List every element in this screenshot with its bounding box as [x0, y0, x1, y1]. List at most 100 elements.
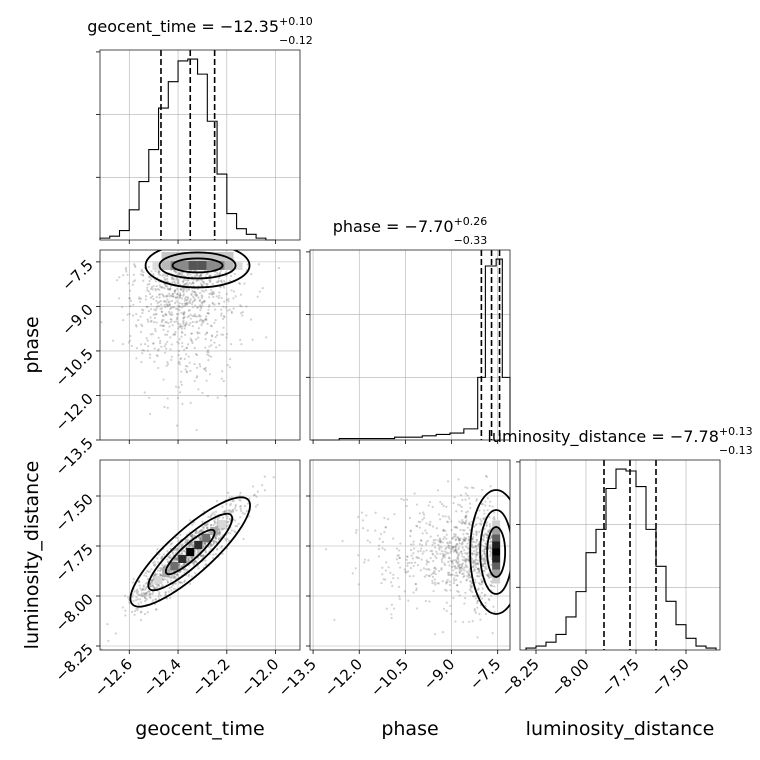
scatter-point — [191, 562, 195, 565]
scatter-point — [453, 545, 456, 549]
scatter-point — [448, 564, 451, 567]
scatter-point — [158, 300, 161, 304]
scatter-point — [436, 552, 439, 555]
scatter-point — [434, 538, 437, 541]
scatter-point — [182, 319, 185, 322]
scatter-point — [170, 278, 173, 281]
scatter-point — [157, 270, 160, 273]
scatter-point — [263, 475, 266, 478]
scatter-point — [162, 566, 165, 569]
scatter-point — [197, 327, 200, 330]
scatter-point — [466, 510, 469, 513]
scatter-point — [489, 546, 492, 549]
scatter-point — [132, 600, 135, 603]
scatter-point — [228, 496, 231, 499]
scatter-point — [461, 562, 465, 565]
scatter-point — [222, 510, 225, 513]
scatter-point — [194, 293, 197, 296]
scatter-point — [191, 533, 195, 536]
scatter-point — [205, 563, 208, 566]
scatter-point — [238, 498, 241, 502]
scatter-point — [463, 538, 466, 541]
scatter-point — [163, 278, 166, 281]
scatter-point — [199, 554, 203, 557]
scatter-point — [447, 573, 450, 576]
scatter-point — [166, 305, 169, 308]
scatter-point — [390, 603, 394, 606]
scatter-point — [175, 549, 178, 552]
scatter-point — [184, 282, 187, 285]
scatter-point — [153, 573, 156, 576]
scatter-point — [140, 270, 143, 273]
scatter-point — [456, 536, 459, 539]
scatter-point — [181, 331, 184, 334]
scatter-point — [205, 318, 208, 321]
scatter-point — [477, 570, 480, 573]
scatter-point — [423, 516, 426, 519]
histogram-bar — [198, 74, 208, 240]
scatter-point — [255, 495, 258, 498]
scatter-point — [170, 355, 174, 358]
scatter-point — [130, 344, 133, 348]
scatter-point — [176, 307, 179, 311]
scatter-point — [447, 556, 451, 559]
scatter-point — [457, 560, 460, 563]
scatter-point — [218, 529, 221, 532]
scatter-point — [172, 295, 175, 298]
scatter-point — [190, 332, 193, 335]
scatter-point — [224, 537, 227, 541]
scatter-point — [206, 272, 209, 275]
scatter-point — [461, 558, 464, 561]
scatter-point — [480, 523, 483, 526]
scatter-point — [193, 346, 196, 350]
scatter-point — [475, 530, 478, 533]
scatter-point — [445, 551, 448, 554]
scatter-point — [217, 532, 220, 535]
scatter-point — [153, 564, 156, 567]
scatter-point — [454, 538, 457, 541]
scatter-point — [170, 589, 173, 592]
scatter-point — [141, 311, 144, 315]
scatter-point — [158, 284, 161, 287]
scatter-point — [178, 305, 181, 309]
scatter-point — [147, 265, 150, 269]
scatter-point — [147, 345, 150, 348]
scatter-point — [413, 492, 416, 495]
scatter-point — [121, 606, 124, 609]
scatter-point — [172, 576, 175, 579]
scatter-point — [493, 585, 496, 588]
scatter-point — [187, 575, 190, 578]
scatter-point — [210, 324, 213, 328]
scatter-point — [230, 529, 233, 532]
scatter-point — [439, 541, 442, 544]
density-cell — [218, 520, 227, 528]
scatter-point — [199, 537, 202, 540]
scatter-point — [138, 594, 141, 597]
contour-level-1 — [129, 496, 251, 608]
scatter-point — [443, 550, 446, 553]
scatter-point — [263, 489, 267, 492]
scatter-point — [466, 494, 469, 497]
scatter-point — [170, 576, 173, 579]
scatter-point — [417, 550, 420, 553]
scatter-point — [177, 278, 180, 282]
scatter-point — [464, 539, 467, 542]
scatter-point — [466, 532, 470, 535]
scatter-point — [428, 574, 431, 578]
scatter-point — [454, 549, 457, 552]
scatter-point — [193, 274, 197, 277]
scatter-point — [451, 545, 455, 549]
scatter-point — [154, 330, 157, 333]
scatter-point — [212, 543, 215, 546]
scatter-point — [474, 597, 477, 600]
scatter-point — [176, 537, 179, 540]
scatter-point — [127, 282, 130, 285]
scatter-point — [180, 357, 183, 360]
scatter-point — [470, 545, 474, 548]
scatter-point — [215, 537, 218, 540]
scatter-point — [204, 367, 207, 371]
scatter-point — [189, 555, 192, 559]
scatter-point — [442, 529, 445, 532]
scatter-point — [154, 572, 157, 575]
